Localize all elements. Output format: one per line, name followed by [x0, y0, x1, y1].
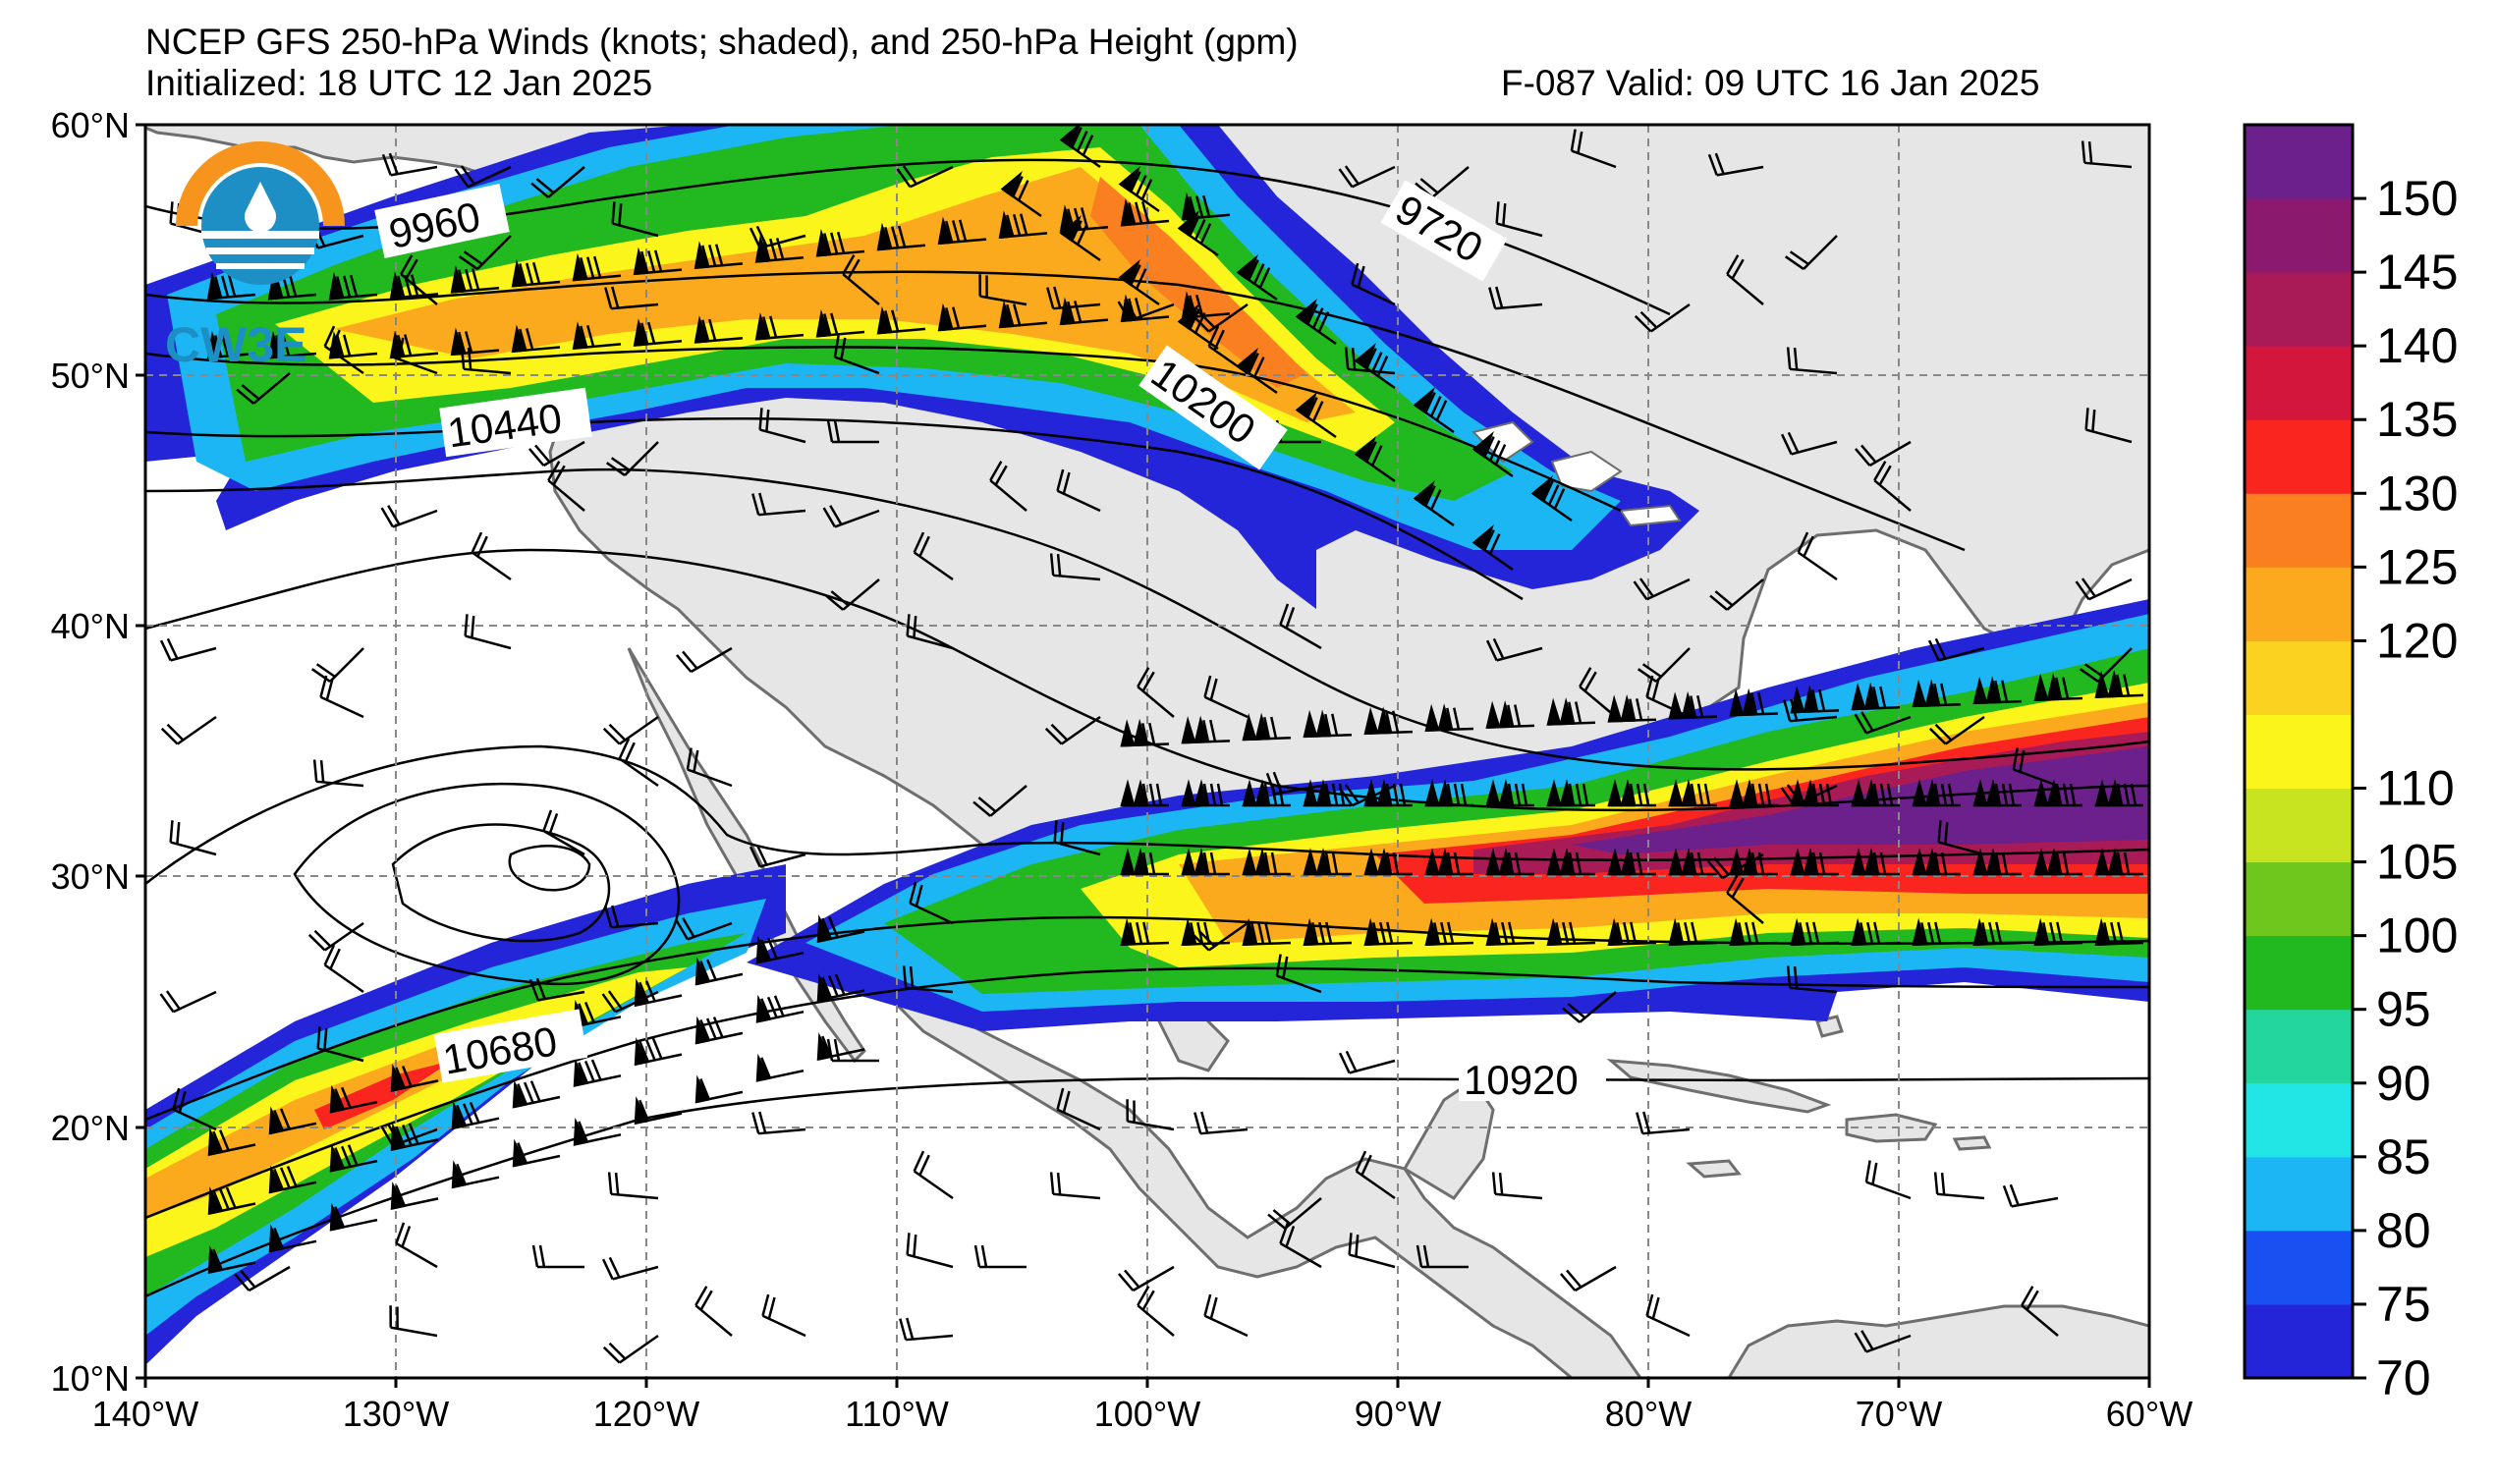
- colorbar-swatch: [2245, 1157, 2353, 1232]
- lon-tick-60w: 60°W: [2106, 1394, 2193, 1434]
- lon-tick-140w: 140°W: [92, 1394, 198, 1434]
- colorbar-tick-label: 90: [2376, 1056, 2431, 1111]
- lat-tick-40: 40°N: [51, 606, 130, 646]
- colorbar-tick-label: 85: [2376, 1129, 2431, 1184]
- contour-label-10920: 10920: [1464, 1057, 1579, 1103]
- colorbar-swatch: [2245, 346, 2353, 420]
- colorbar-tick-label: 135: [2376, 392, 2458, 447]
- colorbar-tick-label: 105: [2376, 835, 2458, 890]
- colorbar-swatch: [2245, 198, 2353, 273]
- colorbar-swatch: [2245, 419, 2353, 494]
- colorbar-tick-label: 150: [2376, 171, 2458, 226]
- colorbar-tick-label: 100: [2376, 908, 2458, 963]
- colorbar-swatch: [2245, 272, 2353, 347]
- lon-tick-90w: 90°W: [1355, 1394, 1441, 1434]
- lon-tick-120w: 120°W: [593, 1394, 699, 1434]
- colorbar-swatch: [2245, 1010, 2353, 1084]
- lat-tick-30: 30°N: [51, 856, 130, 897]
- colorbar-swatch: [2245, 936, 2353, 1011]
- lon-tick-110w: 110°W: [845, 1394, 949, 1434]
- lat-tick-20: 20°N: [51, 1108, 130, 1148]
- lat-tick-60: 60°N: [51, 105, 130, 145]
- colorbar-tick-label: 110: [2376, 761, 2455, 816]
- colorbar: 70 75 80 85 90 95 100 105 110 120 125 130 135 140 145 1…: [2245, 125, 2458, 1405]
- colorbar-tick-label: 130: [2376, 466, 2458, 521]
- map-figure: 9960 9720 10440 10200 10680 10920 60°N 5…: [0, 0, 2498, 1484]
- lon-axis: 140°W 130°W 120°W 110°W 100°W 90°W 80°W …: [92, 1378, 2193, 1434]
- lon-tick-80w: 80°W: [1605, 1394, 1692, 1434]
- colorbar-swatch: [2245, 1083, 2353, 1158]
- colorbar-tick-label: 80: [2376, 1203, 2431, 1258]
- lon-tick-130w: 130°W: [343, 1394, 449, 1434]
- logo-text: CW3E: [165, 317, 306, 372]
- colorbar-tick-label: 145: [2376, 245, 2458, 300]
- lon-tick-70w: 70°W: [1856, 1394, 1942, 1434]
- colorbar-tick-label: 70: [2376, 1350, 2431, 1405]
- colorbar-swatch: [2245, 567, 2353, 641]
- colorbar-tick-label: 75: [2376, 1277, 2431, 1332]
- colorbar-swatch: [2245, 714, 2353, 789]
- colorbar-swatch: [2245, 125, 2353, 199]
- colorbar-tick-label: 95: [2376, 982, 2431, 1037]
- puerto-rico: [1955, 1137, 1989, 1149]
- colorbar-swatch: [2245, 1231, 2353, 1305]
- colorbar-swatch: [2245, 493, 2353, 568]
- colorbar-swatch: [2245, 1304, 2353, 1379]
- lat-tick-50: 50°N: [51, 356, 130, 396]
- colorbar-swatch: [2245, 862, 2353, 937]
- lon-tick-100w: 100°W: [1094, 1394, 1200, 1434]
- colorbar-swatch: [2245, 640, 2353, 715]
- lat-axis: 60°N 50°N 40°N 30°N 20°N 10°N: [51, 105, 145, 1399]
- colorbar-tick-label: 140: [2376, 318, 2458, 373]
- colorbar-tick-label: 125: [2376, 539, 2458, 594]
- lat-tick-10: 10°N: [51, 1358, 130, 1399]
- colorbar-tick-label: 120: [2376, 613, 2458, 668]
- colorbar-swatch: [2245, 789, 2353, 863]
